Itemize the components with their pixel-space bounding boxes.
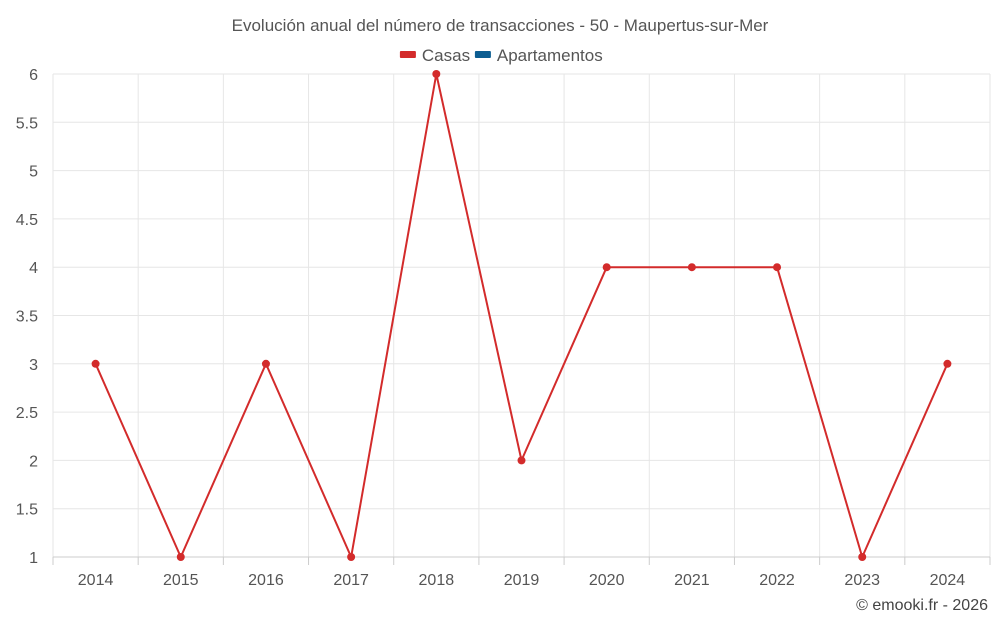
data-point-casas xyxy=(943,359,952,368)
legend: Casas Apartamentos xyxy=(399,46,603,65)
x-tick-label: 2014 xyxy=(78,572,114,589)
y-tick-label: 1.5 xyxy=(16,502,38,519)
x-tick-label: 2017 xyxy=(333,572,369,589)
x-tick-label: 2015 xyxy=(163,572,199,589)
data-point-casas xyxy=(347,553,356,561)
x-tick-label: 2019 xyxy=(504,572,540,589)
data-point-casas xyxy=(602,263,611,272)
x-tick-label: 2016 xyxy=(248,572,284,589)
y-tick-label: 2 xyxy=(29,453,38,470)
legend-swatch-apartamentos xyxy=(474,51,491,58)
grid xyxy=(52,73,991,558)
data-point-casas xyxy=(517,456,526,465)
x-axis: 2014 2015 2016 2017 2018 2019 2020 2021 2022 2023… xyxy=(52,556,991,589)
x-tick-label: 2024 xyxy=(930,572,966,589)
chart-title: Evolución anual del número de transaccio… xyxy=(232,16,769,35)
data-point-casas xyxy=(91,359,100,368)
data-point-casas xyxy=(858,553,867,561)
y-axis: 1 1.5 2 2.5 3 3.5 4 4.5 5 5.5 6 xyxy=(16,67,38,567)
y-tick-label: 5.5 xyxy=(16,115,38,132)
data-point-casas xyxy=(687,263,696,272)
y-tick-label: 5 xyxy=(29,164,38,181)
legend-label-casas: Casas xyxy=(422,46,470,65)
series-group xyxy=(91,70,952,561)
y-tick-label: 1 xyxy=(29,550,38,567)
legend-label-apartamentos: Apartamentos xyxy=(497,46,603,65)
y-tick-label: 2.5 xyxy=(16,405,38,422)
data-point-casas xyxy=(261,359,270,368)
legend-swatch-casas xyxy=(399,51,416,58)
x-tick-label: 2023 xyxy=(844,572,880,589)
data-point-casas xyxy=(773,263,782,272)
y-tick-label: 4 xyxy=(29,260,38,277)
data-point-casas xyxy=(176,553,185,561)
x-tick-label: 2021 xyxy=(674,572,710,589)
x-tick-label: 2018 xyxy=(419,572,455,589)
credit-text: © emooki.fr - 2026 xyxy=(856,597,988,614)
x-tick-label: 2022 xyxy=(759,572,795,589)
x-tick-label: 2020 xyxy=(589,572,625,589)
y-tick-label: 6 xyxy=(29,67,38,84)
y-tick-label: 3 xyxy=(29,357,38,374)
y-tick-label: 3.5 xyxy=(16,309,38,326)
data-point-casas xyxy=(432,70,441,78)
y-tick-label: 4.5 xyxy=(16,212,38,229)
